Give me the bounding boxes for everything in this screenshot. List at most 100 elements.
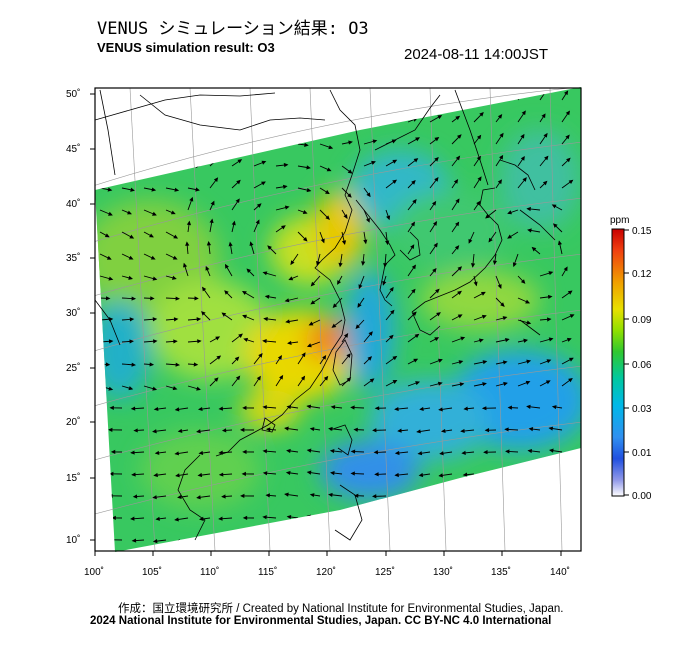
wind-arrow-head bbox=[235, 198, 240, 204]
wind-arrow-head bbox=[411, 288, 416, 294]
wind-arrow-head bbox=[90, 494, 93, 497]
wind-arrow-head bbox=[224, 290, 229, 295]
wind-arrow-head bbox=[568, 179, 574, 185]
wind-arrow-head bbox=[287, 340, 292, 345]
colorbar bbox=[611, 228, 625, 497]
wind-arrow-head bbox=[434, 136, 440, 142]
wind-arrow-head bbox=[438, 358, 443, 363]
wind-arrow-head bbox=[262, 471, 268, 476]
wind-arrow-head bbox=[197, 472, 203, 478]
lon-tick-115: 115˚ bbox=[258, 566, 277, 578]
wind-arrow-head bbox=[177, 494, 182, 500]
wind-arrow-head bbox=[267, 245, 272, 250]
wind-arrow-head bbox=[338, 262, 343, 268]
wind-arrow-head bbox=[310, 281, 316, 287]
wind-arrow-head bbox=[394, 406, 399, 412]
wind-arrow-head bbox=[150, 255, 156, 260]
wind-arrow-head bbox=[306, 343, 312, 348]
wind-arrow-head bbox=[341, 240, 347, 245]
wind-arrow-head bbox=[488, 237, 493, 243]
wind-arrow-head bbox=[438, 473, 443, 478]
wind-arrow-head bbox=[397, 428, 402, 433]
wind-arrow-head bbox=[478, 338, 484, 343]
lat-tick-30: 30˚ bbox=[66, 307, 80, 319]
wind-arrow-head bbox=[412, 198, 417, 204]
wind-arrow-head bbox=[108, 386, 114, 391]
wind-arrow-head bbox=[505, 338, 510, 343]
wind-arrow-head bbox=[172, 255, 178, 260]
wind-arrow-head bbox=[108, 317, 114, 322]
wind-arrow-head bbox=[175, 473, 180, 478]
wind-arrow-head bbox=[129, 234, 135, 239]
wind-arrow-head bbox=[565, 110, 570, 116]
wind-arrow-head bbox=[216, 355, 222, 360]
wind-arrow-head bbox=[210, 200, 215, 206]
wind-arrow-head bbox=[261, 160, 267, 165]
wind-arrow-head bbox=[316, 260, 321, 266]
wind-arrow-head bbox=[434, 337, 440, 342]
colorbar-label-0.09: 0.09 bbox=[632, 315, 652, 326]
wind-arrow-head bbox=[108, 427, 113, 433]
wind-arrow-head bbox=[128, 255, 134, 260]
wind-arrow-head bbox=[541, 113, 546, 119]
wind-arrow-head bbox=[152, 317, 158, 322]
wind-arrow-head bbox=[237, 159, 243, 164]
wind-arrow-head bbox=[547, 317, 552, 322]
wind-arrow-head bbox=[507, 210, 512, 215]
wind-arrow-head bbox=[109, 471, 114, 477]
wind-arrow-head bbox=[479, 111, 484, 117]
wind-arrow-head bbox=[458, 360, 464, 365]
wind-arrow-head bbox=[174, 407, 180, 412]
wind-arrow-head bbox=[461, 450, 466, 455]
wind-arrow-head bbox=[365, 217, 370, 223]
wind-arrow-head bbox=[476, 155, 481, 161]
wind-arrow-head bbox=[367, 356, 373, 361]
wind-arrow-head bbox=[455, 198, 460, 204]
wind-arrow-head bbox=[374, 472, 379, 477]
wind-arrow-head bbox=[88, 472, 91, 475]
graticule bbox=[95, 88, 581, 551]
wind-arrow-head bbox=[454, 245, 460, 250]
wind-arrow-head bbox=[202, 286, 207, 292]
wind-arrow-head bbox=[497, 179, 502, 185]
wind-arrow-head bbox=[414, 333, 420, 339]
wind-arrow-head bbox=[520, 155, 525, 161]
wind-arrow-head bbox=[542, 180, 548, 186]
wind-arrow-head bbox=[457, 266, 463, 271]
wind-arrow-head bbox=[255, 219, 260, 225]
wind-arrow-head bbox=[383, 263, 388, 268]
wind-arrow-head bbox=[218, 472, 224, 477]
wind-arrow-head bbox=[128, 386, 134, 391]
wind-arrow-head bbox=[171, 275, 177, 280]
wind-arrow-head bbox=[566, 337, 572, 342]
wind-arrow-head bbox=[242, 290, 247, 296]
wind-arrow-head bbox=[108, 211, 113, 216]
wind-arrow-head bbox=[372, 428, 377, 433]
wind-arrow-head bbox=[240, 493, 245, 499]
wind-arrow-head bbox=[201, 311, 206, 316]
wind-arrow-head bbox=[419, 406, 424, 412]
wind-arrow-head bbox=[459, 382, 465, 387]
lon-tick-140: 140˚ bbox=[550, 566, 570, 578]
wind-arrow-head bbox=[481, 314, 487, 319]
wind-arrow-head bbox=[358, 284, 363, 290]
wind-arrow-head bbox=[213, 177, 219, 182]
wind-arrow-head bbox=[279, 374, 284, 380]
wind-arrow-head bbox=[288, 276, 294, 281]
wind-arrow-head bbox=[366, 192, 371, 198]
wind-arrow-head bbox=[477, 176, 482, 182]
wind-arrow-head bbox=[350, 471, 355, 476]
wind-arrow-head bbox=[306, 470, 312, 475]
wind-arrow-head bbox=[412, 311, 417, 317]
wind-arrow-head bbox=[557, 240, 563, 246]
colorbar-label-0.15: 0.15 bbox=[632, 226, 652, 237]
wind-arrow-head bbox=[152, 276, 158, 281]
wind-arrow-head bbox=[249, 241, 254, 247]
wind-arrow-head bbox=[392, 380, 398, 384]
wind-arrow-head bbox=[150, 296, 155, 301]
wind-arrow-head bbox=[390, 309, 395, 315]
wind-arrow-head bbox=[234, 356, 240, 362]
wind-arrow-head bbox=[300, 375, 306, 381]
wind-arrow-head bbox=[413, 158, 419, 163]
